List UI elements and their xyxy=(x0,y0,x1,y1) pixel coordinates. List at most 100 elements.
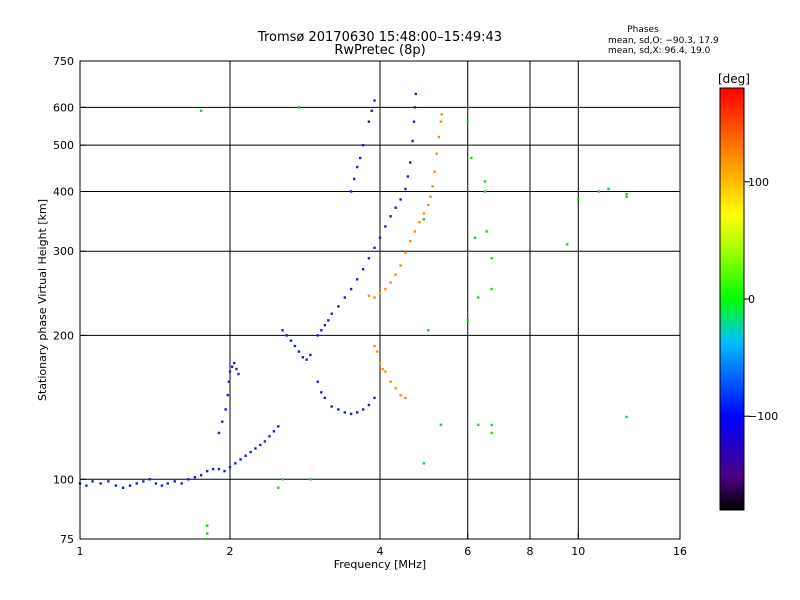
x-tick-label: 6 xyxy=(464,545,471,558)
colorbar-tick-label: −100 xyxy=(748,410,778,423)
data-points xyxy=(78,92,628,535)
data-point xyxy=(154,482,158,485)
data-point xyxy=(217,467,221,471)
data-point xyxy=(121,486,125,489)
data-point xyxy=(373,344,376,348)
data-point xyxy=(413,230,417,233)
y-tick-label: 75 xyxy=(60,533,74,546)
data-point xyxy=(205,532,209,535)
data-point xyxy=(199,473,203,477)
data-point xyxy=(281,329,284,332)
data-point xyxy=(577,198,580,201)
legend-line-o: mean, sd,O: −90.3, 17.9 xyxy=(608,36,719,46)
data-point xyxy=(422,462,426,465)
data-point xyxy=(330,312,333,315)
data-point xyxy=(413,106,417,109)
y-tick-label: 300 xyxy=(53,245,74,258)
data-point xyxy=(490,431,493,435)
data-point xyxy=(268,435,271,438)
data-point xyxy=(378,236,382,240)
data-point xyxy=(135,482,138,485)
data-point xyxy=(367,257,371,260)
data-point xyxy=(435,152,438,155)
data-point xyxy=(349,412,353,416)
data-point xyxy=(263,440,267,443)
data-point xyxy=(205,524,209,527)
data-point xyxy=(277,486,280,489)
data-point xyxy=(320,329,323,332)
data-point xyxy=(625,195,628,198)
data-point xyxy=(404,396,407,400)
data-point xyxy=(607,187,610,191)
data-point xyxy=(466,120,469,123)
data-point xyxy=(433,170,436,173)
data-point xyxy=(166,482,169,485)
data-point xyxy=(277,425,280,428)
data-point xyxy=(358,156,362,160)
legend-line-x: mean, sd,X: 96.4, 19.0 xyxy=(608,46,711,56)
data-point xyxy=(373,396,376,400)
data-point xyxy=(625,415,628,419)
data-point xyxy=(490,257,493,260)
data-point xyxy=(193,476,197,479)
data-point xyxy=(399,393,402,397)
data-point xyxy=(128,484,132,487)
data-point xyxy=(173,480,177,483)
data-point xyxy=(378,361,382,365)
data-point xyxy=(485,230,488,233)
x-tick-label: 2 xyxy=(227,545,234,558)
data-point xyxy=(367,403,371,407)
data-point xyxy=(483,180,487,183)
data-point xyxy=(272,430,276,433)
data-point xyxy=(309,353,312,357)
x-tick-label: 4 xyxy=(377,545,384,558)
data-point xyxy=(281,478,284,481)
colorbar-tick-label: 100 xyxy=(748,176,769,189)
y-tick-label: 400 xyxy=(53,185,74,198)
data-point xyxy=(406,175,410,178)
data-point xyxy=(427,329,430,332)
data-point xyxy=(323,396,327,400)
data-point xyxy=(373,296,376,299)
data-point xyxy=(412,120,416,123)
data-point xyxy=(373,99,376,102)
data-point xyxy=(409,239,412,243)
data-point xyxy=(148,478,151,481)
data-point xyxy=(234,462,237,465)
data-point xyxy=(361,408,365,411)
data-point xyxy=(249,450,252,454)
grid xyxy=(80,61,680,539)
data-point xyxy=(355,411,359,414)
data-point xyxy=(437,135,441,139)
data-point xyxy=(226,393,230,397)
x-tick-label: 10 xyxy=(571,545,585,558)
y-tick-label: 100 xyxy=(53,473,74,486)
data-point xyxy=(221,420,224,423)
data-point xyxy=(85,484,88,487)
data-point xyxy=(427,203,430,207)
y-tick-label: 500 xyxy=(53,139,74,152)
data-point xyxy=(355,165,359,169)
data-point xyxy=(378,292,382,295)
data-point xyxy=(418,221,421,224)
data-point xyxy=(305,358,308,361)
data-point xyxy=(409,161,412,164)
data-point xyxy=(91,480,94,483)
data-point xyxy=(625,192,628,196)
data-point xyxy=(142,480,145,483)
data-point xyxy=(404,251,407,254)
data-point xyxy=(254,447,257,450)
x-tick-label: 8 xyxy=(527,545,534,558)
data-point xyxy=(211,467,215,471)
data-point xyxy=(381,367,384,371)
data-point xyxy=(228,465,232,469)
data-point xyxy=(301,356,305,359)
data-point xyxy=(309,478,312,481)
data-point xyxy=(389,380,392,383)
data-point xyxy=(414,92,418,96)
data-point xyxy=(316,380,319,383)
data-point xyxy=(361,268,365,271)
data-point xyxy=(337,408,340,411)
data-point xyxy=(259,443,262,447)
